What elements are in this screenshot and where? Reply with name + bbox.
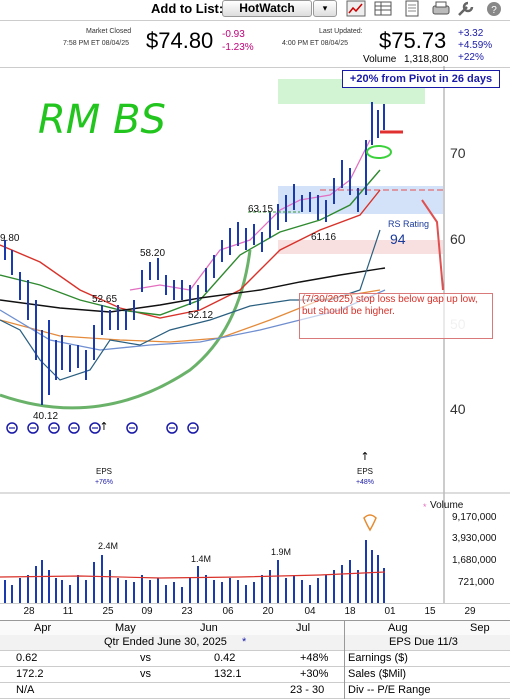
date-20: 20 — [262, 606, 274, 617]
volume-title: Volume — [430, 500, 464, 511]
closed-change: -0.93 — [222, 29, 245, 40]
row-earnings-change: +48% — [300, 652, 329, 664]
price-label-9-80: 9.80 — [0, 233, 20, 244]
svg-text:?: ? — [491, 5, 497, 16]
volume-axis-3: 1,680,000 — [452, 555, 497, 566]
volume-axis-2: 3,930,000 — [452, 533, 497, 544]
price-chart[interactable]: RM BS 70 60 50 40 9.80 58.20 63.15 61.16… — [0, 66, 510, 622]
price-label-61-16: 61.16 — [311, 232, 336, 243]
table-row: N/A 23 - 30 Div -- P/E Range — [0, 683, 510, 699]
rs-rating-label: RS Rating — [388, 219, 429, 229]
price-axis-70: 70 — [450, 145, 466, 161]
price-axis-40: 40 — [450, 401, 466, 417]
date-23: 23 — [181, 606, 193, 617]
row-sales-change: +30% — [300, 668, 329, 680]
price-axis-60: 60 — [450, 231, 466, 247]
row-sales-prior: 132.1 — [214, 668, 242, 680]
date-04: 04 — [304, 606, 316, 617]
ytd-pct: +22% — [458, 52, 484, 63]
volume-label-2-4m: 2.4M — [98, 541, 118, 551]
row-div-label: Div -- P/E Range — [348, 684, 431, 696]
row-pe-range: 23 - 30 — [290, 684, 325, 696]
price-label-52-12: 52.12 — [188, 310, 213, 321]
row-sales-label: Sales ($Mil) — [348, 668, 407, 680]
date-18: 18 — [344, 606, 356, 617]
eps-left-pct: +76% — [95, 479, 113, 486]
last-change-pct: +4.59% — [458, 40, 493, 51]
month-jun: Jun — [200, 622, 218, 634]
row-earnings-vs: vs — [140, 652, 151, 664]
date-01: 01 — [384, 606, 396, 617]
volume-label-1-4m: 1.4M — [191, 554, 211, 564]
closed-price: $74.80 — [146, 28, 214, 53]
month-may: May — [115, 622, 136, 634]
row-earnings-label: Earnings ($) — [348, 652, 408, 664]
month-aug: Aug — [388, 622, 408, 634]
eps-right-pct: +48% — [356, 479, 374, 486]
print-icon[interactable] — [431, 0, 451, 17]
volume-label-1-9m: 1.9M — [271, 547, 291, 557]
row-sales-vs: vs — [140, 668, 151, 680]
qtr-header-row: Qtr Ended June 30, 2025 * EPS Due 11/3 — [0, 635, 510, 651]
month-jul: Jul — [296, 622, 311, 634]
date-06: 06 — [222, 606, 234, 617]
date-15: 15 — [424, 606, 436, 617]
price-label-63-15: 63.15 — [248, 204, 273, 215]
eps-right-label: EPS — [357, 467, 373, 476]
price-label-58-20: 58.20 — [140, 248, 165, 259]
market-closed-label: Market Closed — [86, 28, 132, 35]
list-dropdown-button[interactable]: ▾ — [313, 0, 337, 17]
table-row: 0.62 vs 0.42 +48% Earnings ($) — [0, 651, 510, 667]
chart-icon[interactable] — [346, 0, 366, 17]
date-11: 11 — [63, 606, 74, 617]
row-earnings-prior: 0.42 — [214, 652, 236, 664]
list-select[interactable]: HotWatch — [222, 0, 312, 17]
month-sep: Sep — [470, 622, 490, 634]
wrench-icon[interactable] — [456, 0, 476, 17]
updated-time: 4:00 PM ET 08/04/25 — [282, 40, 349, 47]
date-09: 09 — [141, 606, 153, 617]
last-updated-label: Last Updated: — [319, 28, 363, 35]
date-28: 28 — [23, 606, 35, 617]
table-row: 172.2 vs 132.1 +30% Sales ($Mil) — [0, 667, 510, 683]
svg-text:*: * — [423, 502, 427, 512]
eps-due: EPS Due 11/3 — [389, 636, 458, 648]
date-29: 29 — [464, 606, 476, 617]
qtr-star: * — [242, 636, 247, 648]
stop-loss-note: (7/30/2025) stop loss below gap up low, … — [299, 293, 493, 339]
date-25: 25 — [102, 606, 114, 617]
time-axis: 28 11 25 09 23 06 20 04 18 01 15 29 — [0, 603, 510, 617]
eps-left-label: EPS — [96, 467, 112, 476]
add-to-list-label: Add to List: — [151, 1, 224, 16]
volume-axis-1: 9,170,000 — [452, 512, 497, 523]
last-price: $75.73 — [379, 28, 447, 53]
price-label-52-65: 52.65 — [92, 294, 117, 305]
svg-text:↑: ↑ — [360, 450, 369, 463]
quote-header: Market Closed 7:58 PM ET 08/04/25 $74.80… — [0, 20, 510, 68]
last-change: +3.32 — [458, 28, 484, 39]
fundamentals-table: Apr May Jun Jul Aug Sep Qtr Ended June 3… — [0, 620, 510, 699]
volume-axis-4: 721,000 — [458, 577, 495, 588]
row-earnings-current: 0.62 — [16, 652, 38, 664]
document-icon[interactable] — [402, 0, 422, 17]
handwritten-note: RM BS — [38, 97, 166, 143]
closed-time: 7:58 PM ET 08/04/25 — [63, 40, 130, 47]
closed-change-pct: -1.23% — [222, 42, 254, 53]
svg-text:↑: ↑ — [99, 420, 108, 433]
price-label-40-12: 40.12 — [33, 411, 58, 422]
row-sales-current: 172.2 — [16, 668, 44, 680]
month-apr: Apr — [34, 622, 52, 634]
qtr-header: Qtr Ended June 30, 2025 — [104, 636, 227, 648]
pivot-badge: +20% from Pivot in 26 days — [342, 70, 500, 88]
volume-label: Volume — [363, 54, 397, 65]
volume-value: 1,318,800 — [404, 54, 449, 65]
rs-rating-value: 94 — [390, 231, 406, 247]
help-icon[interactable]: ? — [484, 0, 504, 17]
row-div-current: N/A — [16, 684, 35, 696]
toolbar: Add to List: HotWatch ▾ ? — [0, 0, 510, 20]
grid-icon[interactable] — [373, 0, 393, 17]
